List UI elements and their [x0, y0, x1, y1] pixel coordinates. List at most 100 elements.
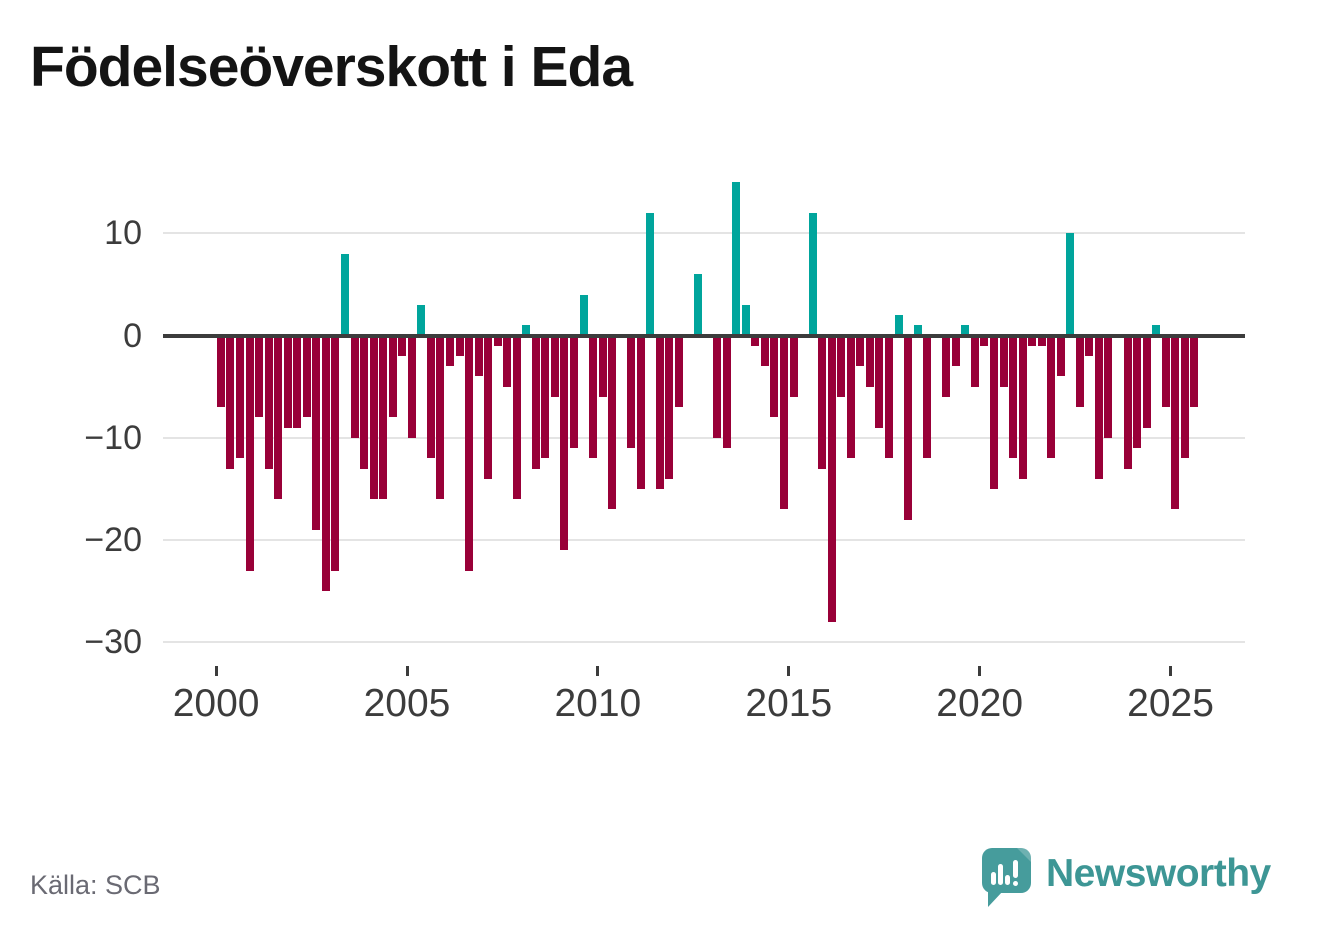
- bar-2014-q3: [770, 335, 779, 418]
- source-note: Källa: SCB: [30, 870, 161, 900]
- bar-2011-q1: [636, 335, 645, 489]
- bar-2003-q2: [340, 253, 349, 336]
- bar-2013-q2: [722, 335, 731, 449]
- bar-2002-q4: [321, 335, 330, 592]
- bar-2003-q3: [350, 335, 359, 438]
- logo-bar-icon: [1005, 875, 1010, 885]
- y-axis-tick-label: −10: [84, 418, 142, 457]
- bar-2014-q1: [751, 335, 760, 346]
- bar-2025-q2: [1180, 335, 1189, 459]
- bar-2004-q1: [369, 335, 378, 500]
- y-axis-tick-label: −30: [84, 623, 142, 662]
- bar-2006-q2: [455, 335, 464, 356]
- bar-2021-q3: [1037, 335, 1046, 346]
- bar-2021-q4: [1047, 335, 1056, 459]
- bar-2020-q2: [989, 335, 998, 489]
- bar-2000-q3: [235, 335, 244, 459]
- bar-2011-q4: [665, 335, 674, 479]
- bar-2020-q1: [980, 335, 989, 346]
- bar-2017-q4: [894, 315, 903, 336]
- logo-exclamation-dot-icon: [1013, 881, 1018, 886]
- bar-2016-q2: [837, 335, 846, 397]
- bar-2015-q4: [818, 335, 827, 469]
- bar-2022-q1: [1056, 335, 1065, 377]
- x-axis-tick-label: 2010: [554, 682, 642, 725]
- y-axis-tick-label: 10: [104, 214, 142, 253]
- gridline-y--20: [163, 539, 1245, 542]
- bar-2011-q3: [655, 335, 664, 489]
- x-axis-tick-label: 2005: [363, 682, 451, 725]
- bar-2016-q1: [827, 335, 836, 623]
- logo-exclamation-icon: [1013, 860, 1018, 878]
- bar-2004-q3: [388, 335, 397, 418]
- newsworthy-wordmark: Newsworthy: [1046, 852, 1271, 895]
- bar-2020-q4: [1009, 335, 1018, 459]
- bar-2003-q1: [331, 335, 340, 571]
- bar-2024-q3: [1152, 325, 1161, 336]
- x-axis-tick-label: 2020: [936, 682, 1024, 725]
- bar-2001-q1: [255, 335, 264, 418]
- bar-2018-q3: [923, 335, 932, 459]
- x-axis-tick-mark: [1169, 666, 1173, 676]
- bar-2016-q4: [856, 335, 865, 367]
- bar-2009-q4: [589, 335, 598, 459]
- bubble-fold-corner: [1017, 848, 1031, 862]
- bar-2019-q3: [961, 325, 970, 336]
- bar-2012-q3: [694, 274, 703, 336]
- bar-2019-q2: [951, 335, 960, 367]
- gridline-y--30: [163, 641, 1245, 644]
- x-axis-tick-mark: [978, 666, 982, 676]
- bar-2008-q2: [531, 335, 540, 469]
- gridline-y-10: [163, 232, 1245, 235]
- bar-2013-q3: [732, 182, 741, 336]
- bar-2006-q4: [474, 335, 483, 377]
- bar-2024-q1: [1133, 335, 1142, 449]
- bar-2020-q3: [999, 335, 1008, 387]
- bar-2023-q1: [1094, 335, 1103, 479]
- bar-2004-q4: [398, 335, 407, 356]
- bar-2014-q2: [760, 335, 769, 367]
- bar-2010-q1: [598, 335, 607, 397]
- bar-2002-q2: [302, 335, 311, 418]
- bar-2024-q4: [1161, 335, 1170, 408]
- bar-2006-q1: [445, 335, 454, 367]
- bar-2018-q2: [913, 325, 922, 336]
- x-axis-tick-label: 2000: [172, 682, 260, 725]
- bar-2007-q3: [503, 335, 512, 387]
- bar-2000-q1: [216, 335, 225, 408]
- bar-2005-q3: [426, 335, 435, 459]
- bar-2007-q2: [493, 335, 502, 346]
- bar-2012-q1: [675, 335, 683, 408]
- y-axis-tick-label: 0: [123, 316, 142, 355]
- bar-2014-q4: [779, 335, 788, 510]
- bar-2005-q4: [436, 335, 445, 500]
- bar-2025-q1: [1171, 335, 1180, 510]
- bar-2008-q3: [541, 335, 550, 459]
- x-axis-tick-mark: [787, 666, 791, 676]
- bar-2019-q1: [942, 335, 951, 397]
- bar-2017-q2: [875, 335, 884, 428]
- bar-2022-q2: [1066, 233, 1075, 336]
- bar-2007-q4: [512, 335, 521, 500]
- bar-2004-q2: [379, 335, 388, 500]
- bar-2024-q2: [1142, 335, 1151, 428]
- bar-2001-q2: [264, 335, 273, 469]
- bar-2001-q4: [283, 335, 292, 428]
- bar-2008-q4: [550, 335, 559, 397]
- bar-2025-q3: [1190, 335, 1199, 408]
- bar-2021-q2: [1028, 335, 1037, 346]
- bar-2013-q4: [741, 304, 750, 336]
- y-axis-tick-label: −20: [84, 521, 142, 560]
- bar-2009-q2: [570, 335, 579, 449]
- bar-2013-q1: [713, 335, 722, 438]
- bar-2005-q1: [407, 335, 416, 438]
- bar-2010-q2: [608, 335, 617, 510]
- bar-2022-q4: [1085, 335, 1094, 356]
- bar-2017-q3: [884, 335, 893, 459]
- gridline-y--10: [163, 436, 1245, 439]
- bar-2015-q1: [789, 335, 798, 397]
- bar-2011-q2: [646, 212, 655, 336]
- bar-2006-q3: [465, 335, 474, 571]
- bar-2003-q4: [360, 335, 369, 469]
